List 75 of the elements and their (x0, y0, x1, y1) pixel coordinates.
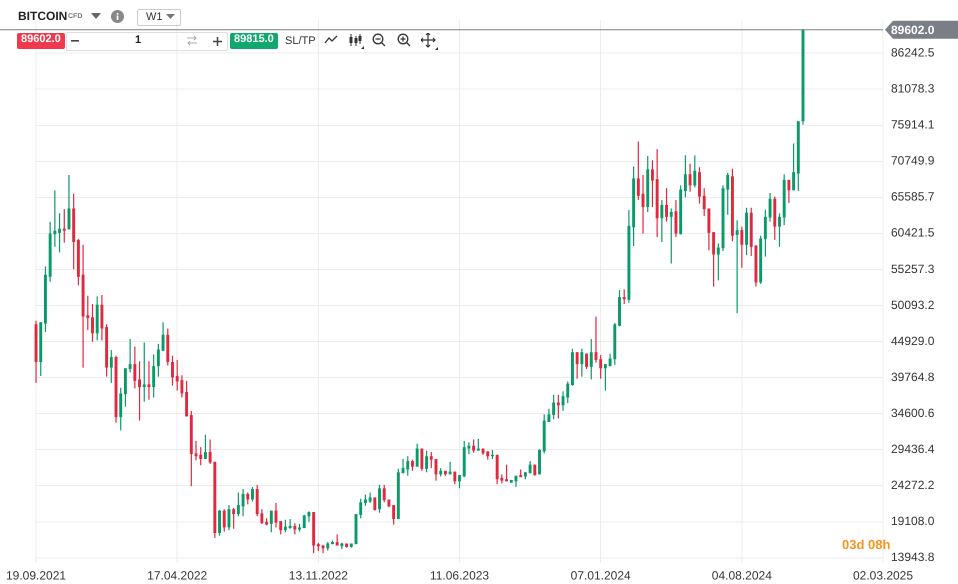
y-tick-label: 86242.5 (891, 46, 935, 60)
y-tick-label: 81078.3 (891, 82, 935, 96)
y-tick-label: 70749.9 (891, 154, 935, 168)
y-tick-label: 34600.6 (891, 406, 935, 420)
candlestick (622, 288, 626, 305)
x-tick-label: 17.04.2022 (147, 568, 208, 583)
candlestick (68, 174, 70, 230)
annotation: 89815.0 (230, 33, 278, 49)
candlestick (684, 154, 687, 198)
y-tick-label: 13943.8 (891, 550, 935, 564)
chart-title: BITCOIN (18, 9, 68, 23)
x-tick-label: 07.01.2024 (570, 568, 632, 583)
candlestick (533, 464, 536, 476)
y-tick-label: 75914.1 (891, 118, 935, 132)
candlestick (688, 163, 692, 192)
candlestick (91, 303, 94, 342)
candlestick (665, 188, 668, 222)
candlestick (736, 220, 739, 314)
y-tick-label: 29436.4 (891, 442, 935, 456)
x-tick-label: 02.03.2025 (852, 568, 914, 583)
candlestick (232, 507, 236, 530)
candlestick (425, 450, 428, 473)
candlestick (293, 522, 296, 535)
y-tick-label: 60421.5 (891, 226, 935, 240)
candlestick (411, 459, 414, 472)
candlestick (270, 510, 273, 533)
candlestick (218, 509, 221, 536)
candlestick (420, 448, 424, 472)
ref-line-label: 89602.0 (891, 23, 935, 38)
candlestick (576, 352, 579, 380)
candlestick (660, 199, 664, 243)
x-tick-label: 19.09.2021 (6, 568, 66, 583)
candlestick (458, 474, 461, 489)
annotation: 03d 08h (842, 537, 890, 552)
candlestick (86, 295, 90, 330)
annotation: 1 (135, 34, 142, 46)
candlestick (307, 510, 310, 522)
y-tick-label: 50093.2 (891, 298, 935, 312)
y-tick-label: 19108.0 (891, 514, 935, 528)
candlestick (373, 496, 376, 512)
candlestick (580, 348, 584, 378)
candlestick (378, 484, 381, 514)
candlestick (787, 179, 790, 204)
candlestick (251, 486, 254, 502)
candlestick (467, 442, 470, 455)
y-tick-label: 65585.7 (891, 190, 935, 204)
candlestick (434, 458, 438, 482)
candlestick (110, 350, 113, 384)
candlestick (740, 226, 744, 268)
candlestick (792, 142, 796, 191)
x-tick-label: 11.06.2023 (430, 568, 490, 583)
candlestick (148, 360, 150, 400)
candlestick (204, 434, 207, 460)
candlestick (448, 461, 452, 475)
candlestick (674, 199, 678, 238)
y-tick-label: 44929.0 (891, 334, 935, 348)
annotation: W1 (137, 9, 181, 26)
y-tick-label: 55257.3 (891, 262, 935, 276)
candlestick (62, 208, 66, 244)
candlestick (227, 504, 230, 531)
candlestick (208, 438, 212, 464)
candlestick (453, 470, 456, 485)
candlestick (585, 353, 588, 370)
candlestick (416, 443, 419, 468)
candlestick (562, 390, 564, 412)
x-tick-label: 13.11.2022 (288, 568, 348, 583)
annotation: 89602.0 (17, 33, 65, 49)
x-tick-label: 04.08.2024 (712, 568, 772, 583)
candlestick (274, 502, 278, 528)
candlestick (472, 438, 476, 454)
candlestick (152, 354, 156, 398)
y-tick-label: 39764.8 (891, 370, 935, 384)
candlestick (556, 394, 560, 420)
annotation: SL/TP (285, 35, 316, 47)
y-tick-label: 24272.2 (891, 478, 935, 492)
